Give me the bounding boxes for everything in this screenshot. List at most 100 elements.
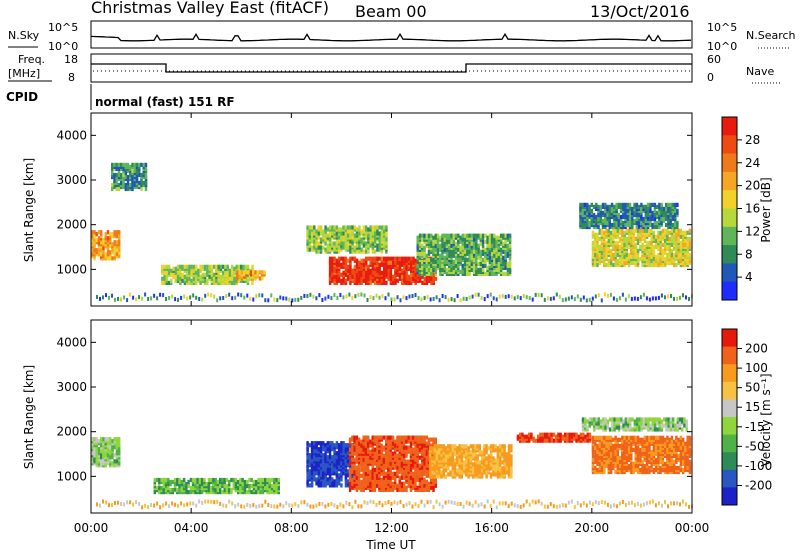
- heatmap-cell: [498, 294, 501, 299]
- heatmap-cell: [216, 499, 219, 504]
- heatmap-cell: [362, 475, 365, 480]
- heatmap-cell: [353, 270, 357, 275]
- heatmap-cell: [187, 479, 190, 485]
- heatmap-cell: [313, 441, 316, 446]
- heatmap-cell: [407, 445, 410, 450]
- heatmap-cell: [631, 206, 634, 211]
- heatmap-cell: [439, 263, 442, 268]
- heatmap-cell: [270, 477, 274, 483]
- heatmap-cell: [653, 202, 657, 207]
- heatmap-cell: [495, 297, 498, 302]
- nave-label: Nave: [746, 65, 774, 78]
- heatmap-cell: [627, 262, 631, 268]
- heatmap-cell: [97, 447, 101, 452]
- heatmap-cell: [615, 220, 618, 226]
- heatmap-cell: [409, 435, 413, 440]
- heatmap-cell: [445, 247, 449, 252]
- heatmap-cell: [243, 295, 246, 300]
- heatmap-cell: [675, 248, 678, 253]
- heatmap-cell: [376, 439, 379, 444]
- heatmap-cell: [155, 477, 159, 483]
- heatmap-cell: [207, 499, 210, 504]
- heatmap-cell: [162, 488, 165, 493]
- heatmap-cell: [335, 451, 339, 456]
- heatmap-cell: [450, 267, 453, 272]
- heatmap-cell: [326, 243, 329, 248]
- heatmap-cell: [365, 241, 368, 246]
- heatmap-cell: [115, 172, 118, 178]
- heatmap-cell: [365, 225, 368, 230]
- heatmap-cell: [203, 477, 206, 483]
- heatmap-cell: [651, 499, 654, 504]
- heatmap-cell: [158, 477, 161, 483]
- heatmap-cell: [477, 503, 480, 508]
- heatmap-cell: [450, 500, 453, 505]
- heatmap-cell: [210, 268, 214, 273]
- heatmap-cell: [546, 504, 549, 509]
- heatmap-cell: [185, 270, 189, 275]
- heatmap-cell: [179, 264, 182, 269]
- heatmap-cell: [427, 485, 431, 490]
- heatmap-cell: [607, 228, 610, 233]
- heatmap-cell: [109, 236, 112, 241]
- heatmap-cell: [501, 501, 504, 506]
- heatmap-cell: [335, 231, 339, 236]
- heatmap-cell: [231, 501, 234, 506]
- heatmap-cell: [353, 245, 357, 250]
- heatmap-cell: [373, 467, 377, 472]
- heatmap-cell: [420, 297, 423, 302]
- heatmap-cell: [315, 229, 318, 234]
- heatmap-cell: [546, 296, 549, 301]
- heatmap-cell: [346, 229, 350, 234]
- heatmap-cell: [468, 271, 471, 276]
- heatmap-cell: [639, 295, 642, 300]
- heatmap-cell: [671, 222, 675, 228]
- heatmap-cell: [452, 259, 455, 264]
- heatmap-cell: [331, 272, 334, 277]
- heatmap-cell: [362, 457, 365, 462]
- heatmap-cell: [357, 471, 361, 476]
- heatmap-cell: [351, 485, 354, 490]
- heatmap-cell: [182, 477, 186, 483]
- heatmap-cell: [91, 252, 94, 257]
- heatmap-cell: [217, 264, 220, 269]
- heatmap-cell: [685, 502, 687, 507]
- heatmap-cell: [614, 262, 617, 268]
- heatmap-cell: [219, 490, 222, 495]
- heatmap-cell: [586, 218, 589, 224]
- heatmap-cell: [93, 234, 96, 239]
- heatmap-cell: [308, 457, 311, 462]
- heatmap-cell: [349, 249, 352, 254]
- heatmap-cell: [335, 258, 339, 263]
- heatmap-cell: [459, 269, 462, 274]
- heatmap-cell: [643, 238, 647, 243]
- nave-right-top: 60: [707, 53, 721, 66]
- heatmap-cell: [688, 228, 692, 233]
- heatmap-cell: [297, 297, 300, 302]
- heatmap-cell: [223, 477, 226, 483]
- heatmap-cell: [625, 256, 628, 262]
- heatmap-cell: [414, 445, 417, 450]
- heatmap-cell: [360, 229, 363, 234]
- heatmap-cell: [435, 499, 438, 504]
- heatmap-cell: [443, 237, 446, 242]
- heatmap-cell: [403, 260, 406, 265]
- heatmap-cell: [369, 239, 372, 244]
- heatmap-cell: [133, 162, 136, 167]
- heatmap-cell: [423, 477, 426, 482]
- heatmap-cell: [201, 272, 205, 277]
- heatmap-cell: [255, 490, 258, 495]
- heatmap-cell: [598, 244, 601, 249]
- heatmap-cell: [414, 502, 417, 507]
- heatmap-cell: [513, 503, 516, 508]
- heatmap-cell: [122, 166, 125, 171]
- heatmap-cell: [608, 212, 611, 218]
- heatmap-cell: [650, 240, 653, 245]
- heatmap-cell: [106, 461, 110, 466]
- heatmap-cell: [120, 172, 123, 178]
- heatmap-cell: [634, 236, 638, 241]
- heatmap-cell: [671, 216, 675, 222]
- heatmap-cell: [237, 264, 241, 269]
- heatmap-cell: [410, 256, 413, 261]
- heatmap-cell: [371, 243, 375, 248]
